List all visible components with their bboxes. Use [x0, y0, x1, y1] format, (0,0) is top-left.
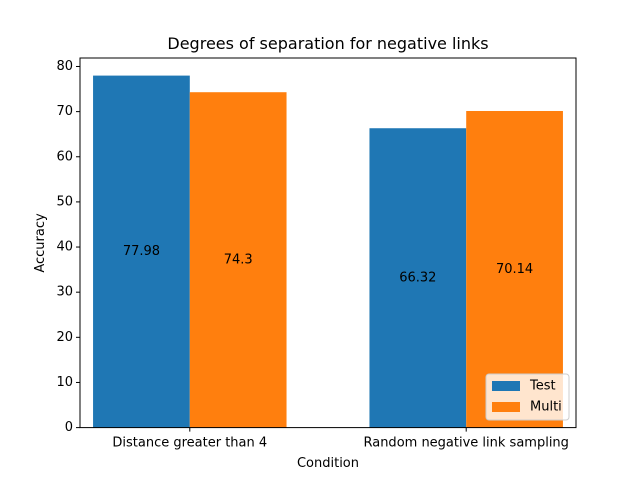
- y-tick-label: 80: [56, 59, 73, 74]
- data-labels-group: 77.98 66.32 74.3 70.14: [123, 244, 533, 285]
- y-tick-label: 70: [56, 104, 73, 119]
- bars-group: [93, 75, 563, 428]
- x-axis-label: Condition: [297, 456, 359, 471]
- legend-items: Test Multi: [492, 379, 562, 415]
- y-axis-ticks: 0 10 20 30 40 50 60 70 80: [56, 59, 80, 435]
- y-axis-label: Accuracy: [33, 213, 48, 273]
- y-tick-label: 50: [56, 194, 73, 209]
- y-tick-label: 40: [56, 240, 73, 255]
- legend-swatch-multi: [492, 402, 520, 412]
- data-label-multi-2: 70.14: [496, 262, 533, 277]
- data-label-test-1: 77.98: [123, 244, 160, 259]
- data-label-test-2: 66.32: [399, 270, 436, 285]
- y-tick-label: 20: [56, 330, 73, 345]
- legend: Test Multi: [485, 373, 570, 421]
- plot-frame: [79, 57, 577, 429]
- bar-test-1: [93, 75, 190, 428]
- bar-multi-1: [189, 92, 287, 428]
- legend-label-test: Test: [529, 379, 556, 394]
- y-tick-label: 30: [56, 285, 73, 300]
- x-tick-label: Distance greater than 4: [112, 436, 267, 451]
- y-tick-label: 0: [65, 420, 73, 435]
- chart-title: Degrees of separation for negative links: [167, 34, 488, 53]
- bar-test-2: [369, 128, 467, 428]
- data-label-multi-1: 74.3: [224, 252, 253, 267]
- legend-swatch-test: [492, 381, 520, 391]
- x-axis-ticks: Distance greater than 4 Random negative l…: [112, 427, 569, 451]
- legend-label-multi: Multi: [530, 400, 562, 415]
- y-tick-label: 60: [56, 149, 73, 164]
- x-tick-label: Random negative link sampling: [363, 436, 568, 451]
- y-tick-label: 10: [56, 375, 73, 390]
